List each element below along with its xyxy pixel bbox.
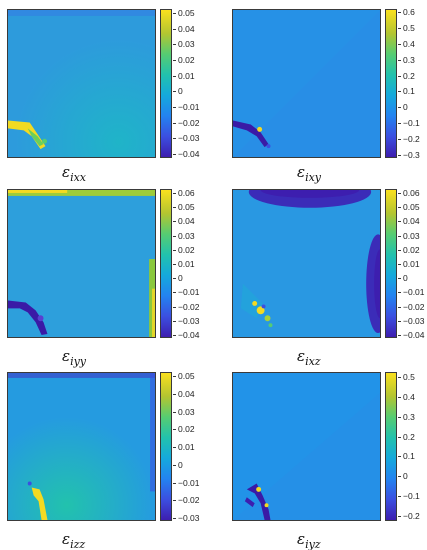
colorbar-tick-ixz: 0: [398, 273, 408, 284]
caption-iyz: εiyz: [297, 530, 321, 550]
colorbar-tick-ixy: 0.5: [398, 22, 415, 33]
colorbar-tick-izz: −0.03: [173, 513, 200, 523]
caption-ixx: εixx: [62, 163, 86, 184]
colorbar-tick-ixz: −0.01: [398, 287, 425, 298]
colorbar-iyy: [160, 189, 172, 338]
colorbar-tick-ixy: −0.1: [398, 118, 420, 129]
colorbar-tick-izz: −0.01: [173, 477, 200, 488]
colorbar-tick-iyz: 0.4: [398, 391, 415, 402]
colorbar-tick-izz: 0.05: [173, 371, 195, 381]
colorbar-tick-ixz: −0.04: [398, 330, 425, 340]
colorbar-tick-iyz: 0: [398, 471, 408, 482]
colorbar-tick-ixz: −0.02: [398, 301, 425, 312]
colorbar-tick-ixz: 0.04: [398, 216, 420, 227]
caption-izz-sub: izz: [70, 538, 86, 550]
colorbar-izz: [160, 372, 172, 521]
colorbar-tick-iyy: −0.03: [173, 315, 200, 326]
colorbar-tick-ixx: 0.05: [173, 8, 195, 18]
colorbar-tick-ixx: −0.03: [173, 133, 200, 144]
strain-map-ixy: [232, 9, 381, 158]
colorbar-tick-izz: 0.04: [173, 388, 195, 399]
caption-ixz: εixz: [297, 347, 321, 368]
colorbar-tick-iyy: 0.02: [173, 244, 195, 255]
colorbar-tick-izz: 0.03: [173, 406, 195, 417]
caption-iyy: εiyy: [62, 347, 87, 368]
colorbar-tick-ixz: 0.01: [398, 259, 420, 269]
strain-map-ixx: [7, 9, 156, 158]
colorbar-tick-iyy: 0.03: [173, 230, 195, 241]
colorbar-tick-ixx: 0.02: [173, 55, 195, 65]
colorbar-tick-iyz: 0.3: [398, 411, 415, 422]
colorbar-tick-ixx: 0.01: [173, 70, 195, 81]
caption-iyz-sub: iyz: [305, 538, 321, 550]
caption-ixx-sub: ixx: [70, 171, 86, 184]
colorbar-tick-ixx: 0.03: [173, 39, 195, 50]
caption-ixy: εixy: [297, 163, 321, 184]
colorbar-tick-ixy: 0.3: [398, 54, 415, 65]
colorbar-tick-ixx: 0: [173, 86, 183, 97]
colorbar-tick-iyy: 0.01: [173, 259, 195, 269]
colorbar-ixy: [385, 9, 397, 158]
colorbar-tick-iyy: 0.04: [173, 216, 195, 227]
strain-map-iyz: [232, 372, 381, 521]
colorbar-tick-ixy: 0.4: [398, 38, 415, 49]
colorbar-tick-ixz: 0.05: [398, 202, 420, 213]
colorbar-tick-izz: 0.01: [173, 442, 195, 452]
colorbar-tick-iyz: −0.1: [398, 491, 420, 502]
colorbar-tick-ixy: 0.1: [398, 86, 415, 97]
colorbar-tick-iyy: −0.04: [173, 330, 200, 340]
colorbar-tick-iyz: −0.2: [398, 511, 420, 521]
colorbar-tick-ixx: 0.04: [173, 23, 195, 34]
colorbar-tick-iyz: 0.1: [398, 451, 415, 462]
colorbar-tick-ixx: −0.01: [173, 102, 200, 112]
colorbar-tick-ixz: −0.03: [398, 315, 425, 326]
strain-map-iyy: [7, 189, 156, 338]
colorbar-tick-iyy: −0.02: [173, 301, 200, 312]
caption-ixz-sub: ixz: [305, 355, 321, 368]
colorbar-tick-ixy: −0.2: [398, 134, 420, 145]
colorbar-tick-izz: 0.02: [173, 424, 195, 435]
colorbar-tick-iyz: 0.2: [398, 431, 415, 442]
colorbar-tick-izz: 0: [173, 459, 183, 470]
strain-map-izz: [7, 372, 156, 521]
colorbar-tick-ixx: −0.04: [173, 149, 200, 159]
colorbar-tick-iyz: 0.5: [398, 372, 415, 382]
caption-iyy-sub: iyy: [70, 355, 87, 368]
colorbar-tick-iyy: −0.01: [173, 287, 200, 298]
colorbar-tick-ixy: −0.3: [398, 150, 420, 160]
strain-map-ixz: [232, 189, 381, 338]
colorbar-tick-iyy: 0: [173, 273, 183, 284]
colorbar-tick-ixz: 0.03: [398, 230, 420, 241]
colorbar-tick-ixy: 0.6: [398, 7, 415, 17]
caption-ixy-sub: ixy: [305, 171, 321, 184]
colorbar-tick-ixz: 0.02: [398, 244, 420, 255]
colorbar-tick-izz: −0.02: [173, 495, 200, 506]
colorbar-tick-ixz: 0.06: [398, 188, 420, 198]
colorbar-ixz: [385, 189, 397, 338]
colorbar-iyz: [385, 372, 397, 521]
colorbar-tick-iyy: 0.06: [173, 188, 195, 198]
caption-izz: εizz: [62, 530, 86, 550]
colorbar-tick-ixy: 0.2: [398, 70, 415, 81]
colorbar-ixx: [160, 9, 172, 158]
colorbar-tick-iyy: 0.05: [173, 202, 195, 213]
colorbar-tick-ixy: 0: [398, 102, 408, 113]
colorbar-tick-ixx: −0.02: [173, 117, 200, 128]
